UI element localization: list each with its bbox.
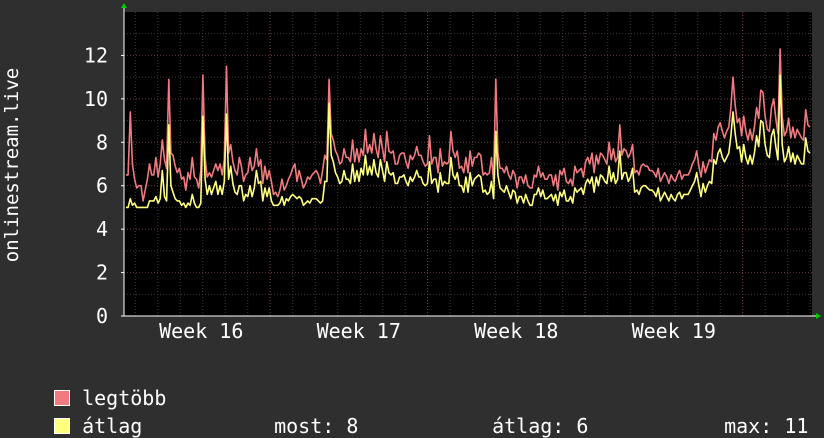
legend-avg: átlag — [30, 390, 142, 438]
y-tick-label: 8 — [96, 130, 108, 154]
legend-swatch-max — [54, 389, 71, 406]
x-tick-label: Week 18 — [474, 319, 558, 343]
series-lines — [126, 48, 811, 209]
series-avg-line — [126, 74, 811, 209]
y-tick-label: 10 — [84, 87, 108, 111]
x-tick-label: Week 16 — [159, 319, 243, 343]
y-tick-label: 4 — [96, 217, 108, 241]
stat-avg-value: 6 — [576, 414, 589, 438]
chart: 0 2 4 6 8 10 12 Week 16 Week 17 Week 18 Week 19 on… — [1, 3, 821, 343]
y-tick-label: 6 — [96, 174, 108, 198]
stat-now-value: 8 — [346, 414, 359, 438]
stat-max-value: 11 — [784, 414, 809, 438]
y-tick-label: 12 — [84, 43, 108, 67]
stat-max-label: max: — [724, 414, 773, 438]
stat-avg: átlag: 6 — [468, 390, 588, 438]
legend-max: legtöbb — [30, 362, 166, 410]
stat-max: max: 11 — [700, 390, 808, 438]
legend-max-label: legtöbb — [82, 386, 167, 410]
tick-labels: 0 2 4 6 8 10 12 Week 16 Week 17 Week 18 Week 19 — [84, 43, 716, 343]
x-tick-label: Week 17 — [317, 319, 401, 343]
stat-now-label: most: — [274, 414, 335, 438]
legend-avg-label: átlag — [82, 414, 143, 438]
y-axis-arrow — [121, 3, 127, 8]
x-tick-label: Week 19 — [632, 319, 716, 343]
axes — [121, 3, 821, 319]
y-tick-label: 2 — [96, 261, 108, 285]
series-max-line — [126, 48, 811, 202]
y-axis-label: onlinestream.live — [1, 68, 23, 262]
legend-swatch-avg — [54, 417, 71, 434]
stat-now: most: 8 — [250, 390, 358, 438]
x-axis-arrow — [816, 313, 821, 319]
grid — [124, 12, 812, 316]
y-tick-label: 0 — [96, 304, 108, 328]
stat-avg-label: átlag: — [492, 414, 565, 438]
